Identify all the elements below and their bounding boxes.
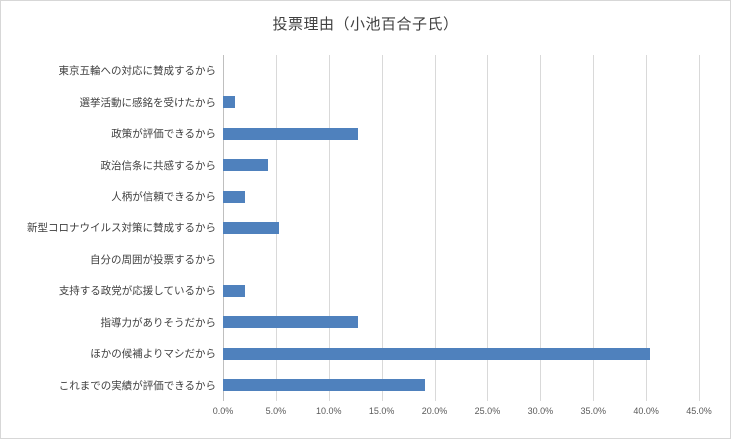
x-tick-label: 20.0%: [421, 406, 448, 416]
chart-row: [223, 118, 699, 149]
category-label: 政策が評価できるから: [111, 128, 216, 141]
gridline: [328, 55, 330, 401]
bar: [223, 284, 246, 297]
gridline: [487, 55, 489, 401]
x-tick-label: 45.0%: [686, 406, 712, 416]
chart-row: [223, 86, 699, 117]
gridline: [699, 55, 700, 401]
chart-row: [223, 55, 699, 86]
category-label: 指導力がありそうだから: [100, 316, 217, 329]
gridline: [646, 55, 648, 401]
category-label: これまでの実績が評価できるから: [58, 379, 216, 392]
gridline: [540, 55, 542, 401]
category-axis: 東京五輪への対応に賛成するから選挙活動に感銘を受けたから政策が評価できるから政治…: [11, 55, 223, 401]
x-tick-label: 35.0%: [580, 406, 606, 416]
category-label: 人柄が信頼できるから: [111, 191, 216, 204]
x-tick-label: 5.0%: [265, 406, 287, 416]
bar: [223, 221, 280, 234]
bar: [223, 159, 269, 172]
bar: [223, 347, 651, 360]
bar: [223, 190, 246, 203]
chart-row: [223, 338, 699, 369]
bar: [223, 127, 359, 140]
x-tick-label: 10.0%: [316, 406, 342, 416]
bar: [223, 379, 426, 392]
value-axis: 0.0% 5.0% 10.0% 15.0% 20.0% 25.0% 30.0% 35.0% 40…: [213, 401, 712, 419]
plot-area: 0.0% 5.0% 10.0% 15.0% 20.0% 25.0% 30.0% 35.0% 40…: [213, 55, 712, 416]
x-tick-label: 0.0%: [212, 406, 234, 416]
bar: [223, 316, 359, 329]
bar: [223, 96, 235, 109]
chart-title: 投票理由（小池百合子氏）: [272, 16, 459, 33]
x-tick-label: 15.0%: [368, 406, 395, 416]
x-tick-label: 25.0%: [474, 406, 501, 416]
chart-row: [223, 212, 699, 243]
gridline: [381, 55, 383, 401]
category-label: 支持する政党が応援しているから: [58, 285, 216, 298]
category-label: 政治信条に共感するから: [100, 159, 217, 172]
x-tick-label: 30.0%: [527, 406, 554, 416]
category-label: 東京五輪への対応に賛成するから: [58, 65, 217, 78]
bar-series: [223, 55, 699, 401]
category-label: ほかの候補よりマシだから: [90, 348, 216, 361]
x-tick-label: 40.0%: [633, 406, 659, 416]
chart-row: [223, 244, 699, 275]
bar-chart: 東京五輪への対応に賛成するから選挙活動に感銘を受けたから政策が評価できるから政治…: [11, 55, 712, 416]
category-label: 選挙活動に感銘を受けたから: [79, 96, 217, 109]
gridline: [593, 55, 595, 401]
chart-row: [223, 275, 699, 306]
category-label: 自分の周囲が投票するから: [90, 253, 216, 266]
chart-row: [223, 307, 699, 338]
chart-row: [223, 370, 699, 401]
chart-row: [223, 181, 699, 212]
category-label: 新型コロナウイルス対策に賛成するから: [27, 222, 216, 235]
chart-row: [223, 149, 699, 180]
gridline: [434, 55, 436, 401]
